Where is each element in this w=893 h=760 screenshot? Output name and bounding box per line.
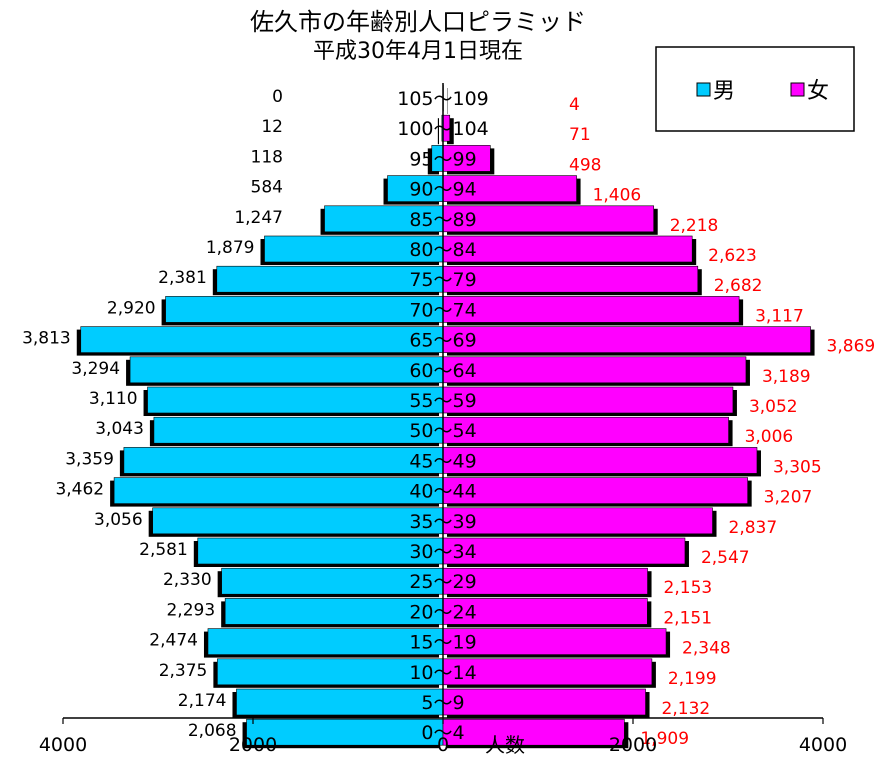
female-value-label: 3,305 — [773, 457, 822, 477]
female-bar — [443, 417, 729, 443]
male-value-label: 2,293 — [166, 600, 215, 620]
female-bar — [443, 478, 748, 504]
male-value-label: 2,330 — [163, 570, 212, 590]
x-tick-label: 2000 — [609, 734, 657, 756]
female-bar — [443, 719, 624, 745]
legend-male-label: 男 — [713, 79, 735, 104]
female-bar — [443, 357, 746, 383]
male-value-label: 3,056 — [94, 510, 143, 530]
female-value-label: 2,218 — [670, 216, 719, 236]
male-value-label: 3,813 — [22, 329, 71, 349]
female-value-label: 3,006 — [745, 427, 794, 447]
female-value-label: 2,199 — [668, 669, 717, 689]
female-bar — [443, 266, 698, 292]
female-value-label: 2,151 — [663, 608, 712, 628]
female-bar — [443, 327, 811, 353]
male-value-label: 3,462 — [55, 480, 104, 500]
female-value-label: 2,623 — [708, 246, 757, 266]
x-tick-label: 0 — [437, 734, 449, 756]
female-value-label: 2,682 — [714, 276, 763, 296]
male-bar — [153, 508, 443, 534]
male-value-label: 2,581 — [139, 540, 188, 560]
male-bar — [114, 478, 443, 504]
male-bar — [236, 689, 443, 715]
male-value-label: 3,043 — [95, 419, 144, 439]
legend-female-swatch — [791, 83, 804, 96]
male-value-label: 2,474 — [149, 631, 198, 651]
x-tick-label: 4000 — [39, 734, 87, 756]
male-value-label: 2,381 — [158, 268, 207, 288]
male-bar — [148, 387, 443, 413]
male-bar — [208, 629, 443, 655]
male-bar — [81, 327, 443, 353]
female-bar — [443, 538, 685, 564]
female-value-label: 71 — [569, 125, 591, 145]
female-value-label: 2,153 — [664, 578, 713, 598]
male-value-label: 2,920 — [107, 298, 156, 318]
female-bar — [443, 236, 692, 262]
female-bar — [443, 689, 646, 715]
female-bar — [443, 447, 757, 473]
legend-male-swatch — [697, 83, 710, 96]
male-bar — [166, 296, 443, 322]
male-value-label: 1,879 — [206, 238, 255, 258]
chart-title: 佐久市の年齢別人口ピラミッド — [250, 8, 586, 36]
male-value-label: 1,247 — [234, 208, 283, 228]
male-value-label: 3,294 — [71, 359, 120, 379]
male-bar — [124, 447, 443, 473]
female-value-label: 2,132 — [662, 699, 711, 719]
male-value-label: 0 — [272, 87, 283, 107]
female-value-label: 2,348 — [682, 639, 731, 659]
female-value-label: 3,117 — [755, 306, 804, 326]
male-value-label: 118 — [251, 147, 283, 167]
male-bar — [154, 417, 443, 443]
female-value-label: 3,189 — [762, 367, 811, 387]
chart-subtitle: 平成30年4月1日現在 — [313, 39, 523, 64]
male-value-label: 3,359 — [65, 449, 114, 469]
female-bar — [443, 508, 713, 534]
female-value-label: 2,837 — [729, 518, 778, 538]
male-value-label: 584 — [251, 178, 283, 198]
x-tick-label: 2000 — [229, 734, 277, 756]
male-value-label: 3,110 — [89, 389, 138, 409]
female-value-label: 1,406 — [593, 186, 642, 206]
legend: 男 女 — [656, 47, 854, 131]
female-bar — [443, 387, 733, 413]
female-value-label: 498 — [569, 155, 601, 175]
male-bar — [198, 538, 443, 564]
x-tick-label: 4000 — [799, 734, 847, 756]
male-value-label: 2,375 — [159, 661, 208, 681]
female-value-label: 3,207 — [764, 488, 813, 508]
male-value-label: 2,174 — [178, 691, 227, 711]
male-bar — [130, 357, 443, 383]
male-value-label: 12 — [261, 117, 283, 137]
female-value-label: 2,547 — [701, 548, 750, 568]
female-value-label: 4 — [569, 95, 580, 115]
female-value-label: 3,869 — [827, 337, 876, 357]
legend-female-label: 女 — [807, 79, 829, 104]
x-axis-label: 人数 — [485, 733, 525, 756]
female-bar — [443, 296, 739, 322]
female-value-label: 3,052 — [749, 397, 798, 417]
